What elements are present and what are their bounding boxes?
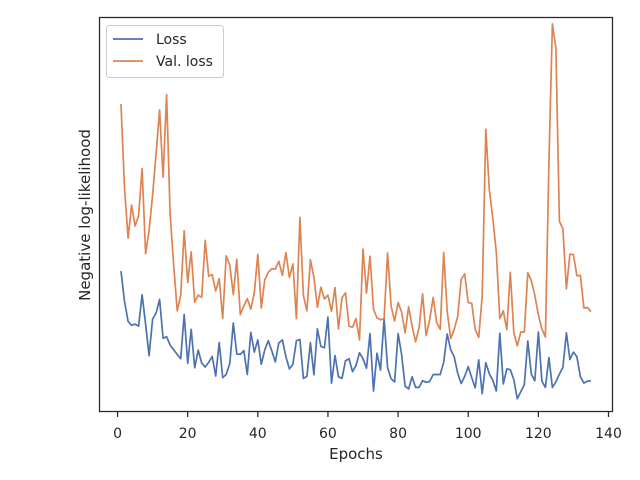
x-axis-ticks: 0 20 40 60 80 100 120 140 bbox=[113, 411, 622, 442]
x-tick-label: 120 bbox=[525, 426, 552, 442]
series-layer bbox=[120, 23, 592, 400]
x-tick-label: 140 bbox=[595, 426, 622, 442]
x-tick-label: 100 bbox=[455, 426, 482, 442]
series-line-loss bbox=[120, 271, 592, 400]
plot-frame bbox=[98, 16, 614, 413]
x-tick-label: 80 bbox=[389, 426, 407, 442]
x-tick-label: 0 bbox=[113, 426, 122, 442]
x-tick-label: 20 bbox=[179, 426, 197, 442]
y-axis-label: Negative log-likelihood bbox=[76, 129, 94, 301]
legend: Loss Val. loss bbox=[106, 25, 224, 78]
x-tick-label: 40 bbox=[249, 426, 267, 442]
x-axis-label: Epochs bbox=[329, 445, 383, 463]
legend-label-loss: Loss bbox=[156, 32, 187, 48]
legend-label-val-loss: Val. loss bbox=[156, 54, 213, 70]
series-line-val-loss bbox=[120, 23, 592, 347]
x-tick-label: 60 bbox=[319, 426, 337, 442]
